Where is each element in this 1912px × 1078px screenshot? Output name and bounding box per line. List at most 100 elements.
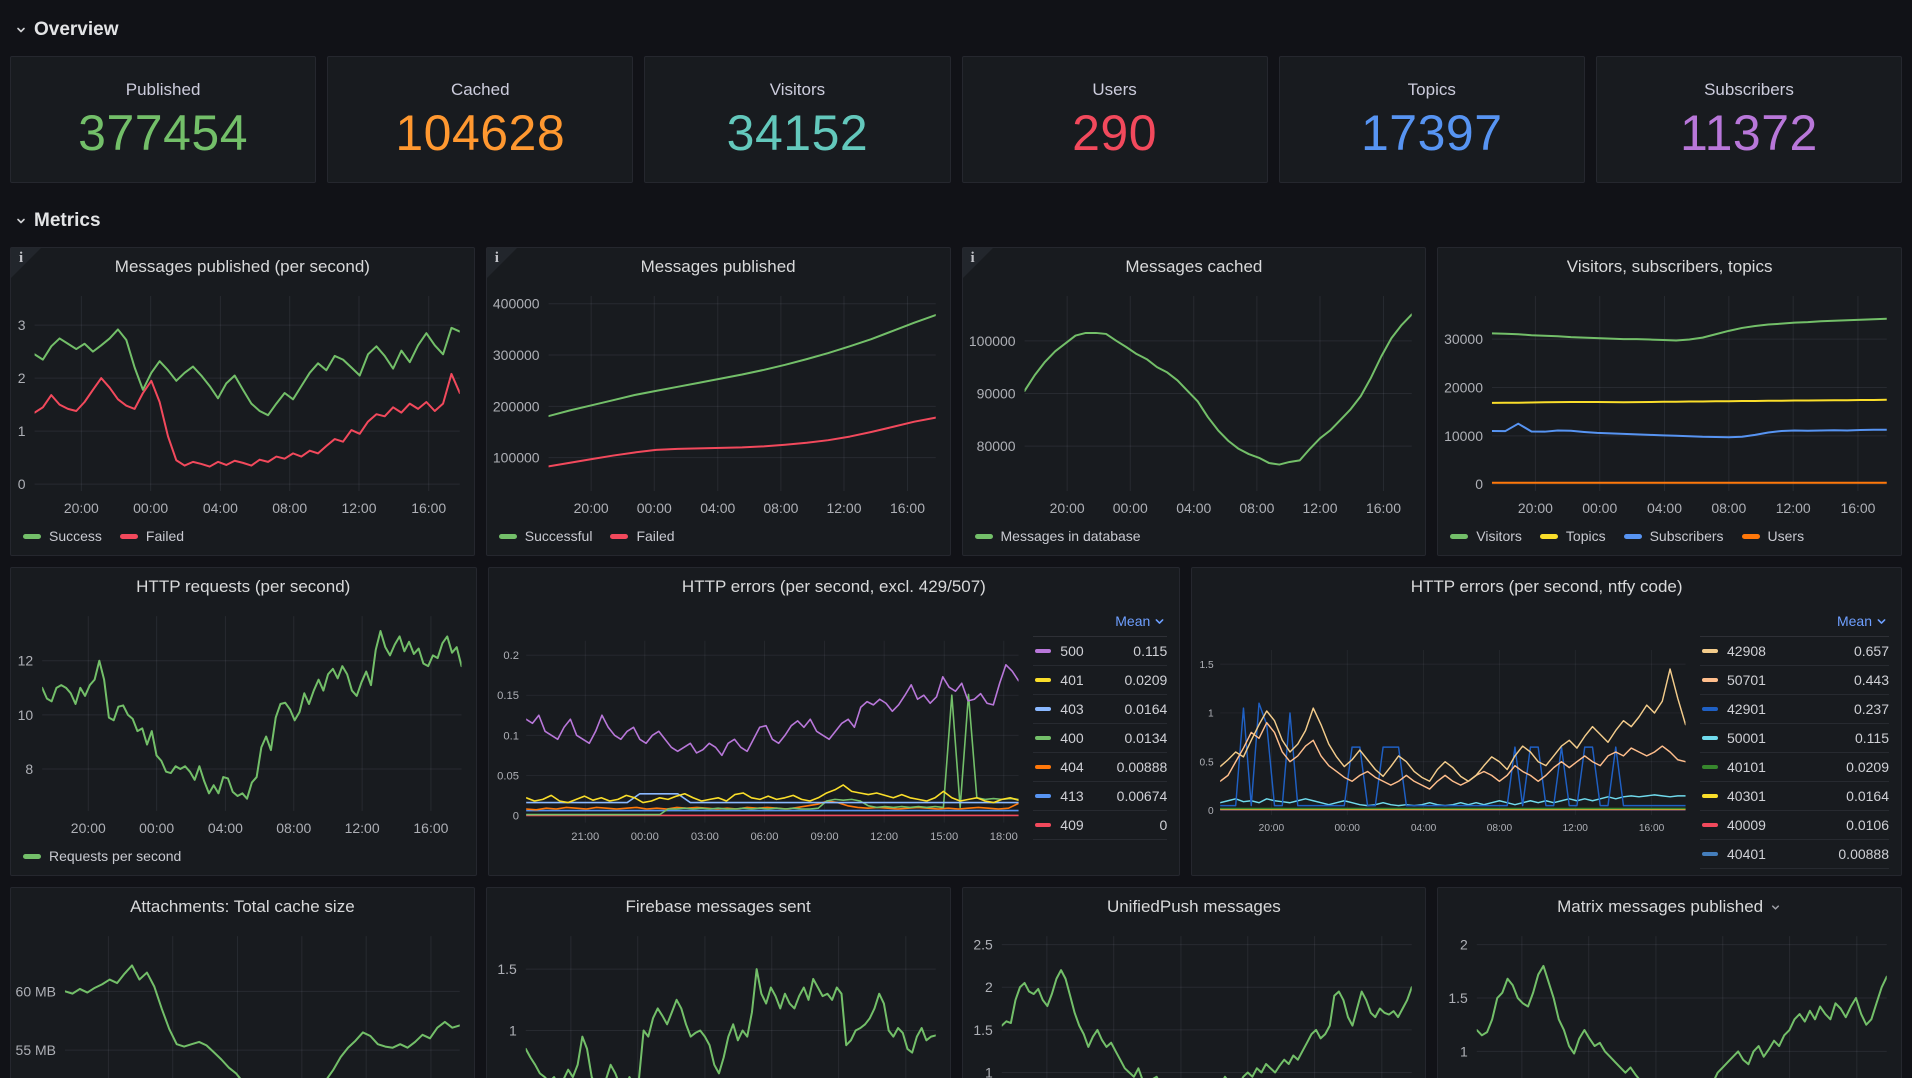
legend-swatch <box>498 533 517 539</box>
series-line-42901 <box>1220 702 1686 807</box>
section-label: Overview <box>34 19 119 40</box>
svg-text:00:00: 00:00 <box>133 500 168 516</box>
legend-row-40101[interactable]: 40101 0.0209 <box>1700 753 1889 782</box>
info-icon[interactable] <box>11 248 41 278</box>
legend-item-success[interactable]: Success <box>23 528 102 544</box>
time-series-chart[interactable]: 0.511.52 <box>1438 926 1901 1078</box>
svg-text:08:00: 08:00 <box>1239 500 1274 516</box>
legend-row-400[interactable]: 400 0.0134 <box>1033 724 1168 753</box>
svg-text:1.5: 1.5 <box>973 1022 993 1038</box>
info-icon[interactable] <box>486 248 517 278</box>
legend-row-40009[interactable]: 40009 0.0106 <box>1700 811 1889 840</box>
legend-item-failed[interactable]: Failed <box>119 528 184 544</box>
legend-swatch <box>1702 765 1718 769</box>
panel-title[interactable]: HTTP errors (per second, ntfy code) <box>1410 577 1683 596</box>
series-line-failed <box>34 372 460 468</box>
stat-value: 290 <box>1072 105 1158 161</box>
legend-row-404[interactable]: 404 0.00888 <box>1033 753 1168 782</box>
legend-item-users[interactable]: Users <box>1741 528 1805 544</box>
legend-item-failed[interactable]: Failed <box>610 528 675 544</box>
legend-table: Mean 500 0.115 401 0.0209 403 0.0164 400 0.0134 4… <box>1029 606 1179 875</box>
svg-text:400000: 400000 <box>493 296 540 312</box>
chart-legend: Visitors Topics Subscribers Users <box>1438 523 1901 555</box>
legend-header-label: Mean <box>1115 613 1151 629</box>
svg-text:0.2: 0.2 <box>503 650 519 662</box>
panel-title[interactable]: Visitors, subscribers, topics <box>1566 257 1773 276</box>
time-series-chart[interactable]: 20:00 00:00 04:00 08:00 12:00 16:00 80000 90000… <box>963 286 1426 523</box>
time-series-chart[interactable]: 1 1.5 2 2.5 <box>963 926 1426 1078</box>
series-line-requests-per-second <box>42 630 462 800</box>
chevron-down-icon[interactable] <box>1769 901 1782 914</box>
series-line-unifiedpush-messages <box>1001 969 1412 1078</box>
legend-swatch <box>119 533 138 539</box>
panel-messages-cached: i Messages cached 20:00 00:00 04:00 08:00 12… <box>961 247 1427 556</box>
time-series-chart[interactable]: 20:00 00:00 04:00 08:00 12:00 16:00 0 10000 2000… <box>1438 286 1901 523</box>
legend-sort-header-mean[interactable]: Mean <box>1700 610 1889 637</box>
legend-row-500[interactable]: 500 0.115 <box>1033 637 1168 666</box>
svg-text:60 MB: 60 MB <box>16 983 56 999</box>
svg-text:1.5: 1.5 <box>1200 660 1214 671</box>
time-series-chart[interactable]: 0.511.5 <box>487 926 950 1078</box>
chevron-down-icon <box>1155 618 1164 624</box>
panel-firebase-messages: Firebase messages sent 0.511.5 <box>485 887 951 1078</box>
legend-row-403[interactable]: 403 0.0164 <box>1033 695 1168 724</box>
legend-row-409[interactable]: 409 0 <box>1033 811 1168 840</box>
legend-item-topics[interactable]: Topics <box>1539 528 1606 544</box>
legend-series-name: 40009 <box>1727 817 1766 833</box>
legend-series-name: 40401 <box>1727 846 1766 862</box>
panel-title[interactable]: Matrix messages published <box>1557 897 1782 917</box>
legend-row-42901[interactable]: 42901 0.237 <box>1700 695 1889 724</box>
panel-title[interactable]: Firebase messages sent <box>625 897 811 916</box>
legend-swatch <box>1035 736 1052 740</box>
svg-text:08:00: 08:00 <box>1487 823 1513 834</box>
legend-row-401[interactable]: 401 0.0209 <box>1033 666 1168 695</box>
panel-title[interactable]: Messages published <box>640 257 796 276</box>
stat-panel-users: Users 290 <box>961 56 1268 183</box>
section-header-overview[interactable]: Overview <box>10 16 1902 44</box>
legend-mean-value: 0.00674 <box>1116 788 1168 804</box>
panel-title[interactable]: UnifiedPush messages <box>1106 897 1281 916</box>
time-series-chart[interactable]: 55 MB 60 MB <box>11 926 474 1078</box>
legend-series-name: 413 <box>1060 788 1084 804</box>
series-line-topics <box>1492 398 1888 404</box>
svg-text:20:00: 20:00 <box>1518 500 1553 516</box>
svg-text:00:00: 00:00 <box>139 820 174 836</box>
svg-text:16:00: 16:00 <box>1365 500 1400 516</box>
panel-title[interactable]: HTTP requests (per second) <box>136 577 351 596</box>
legend-label: Users <box>1767 528 1805 544</box>
legend-row-40401[interactable]: 40401 0.00888 <box>1700 840 1889 869</box>
legend-swatch <box>1035 678 1052 682</box>
legend-item-visitors[interactable]: Visitors <box>1450 528 1522 544</box>
legend-sort-header-mean[interactable]: Mean <box>1033 610 1168 637</box>
legend-row-50001[interactable]: 50001 0.115 <box>1700 724 1889 753</box>
time-series-chart[interactable]: 21:00 00:00 03:00 06:00 09:00 12:00 15:00 18:00… <box>489 606 1030 875</box>
panel-title[interactable]: Messages cached <box>1125 257 1263 276</box>
svg-text:100000: 100000 <box>968 333 1015 349</box>
legend-item-subscribers[interactable]: Subscribers <box>1623 528 1724 544</box>
svg-text:30000: 30000 <box>1444 331 1483 347</box>
time-series-chart[interactable]: 20:00 00:00 04:00 08:00 12:00 16:00 8 10 12 <box>11 606 476 843</box>
legend-mean-value: 0.115 <box>1133 643 1168 659</box>
legend-swatch <box>1702 794 1718 798</box>
section-header-metrics[interactable]: Metrics <box>10 207 1902 235</box>
series-line-403 <box>525 792 1019 804</box>
legend-row-50701[interactable]: 50701 0.443 <box>1700 666 1889 695</box>
svg-text:20:00: 20:00 <box>1049 500 1084 516</box>
time-series-chart[interactable]: 20:00 00:00 04:00 08:00 12:00 16:00 0 0.5 1 1.5 <box>1192 606 1696 875</box>
time-series-chart[interactable]: 20:00 00:00 04:00 08:00 12:00 16:00 100000 2000… <box>487 286 950 523</box>
info-icon[interactable] <box>962 248 993 278</box>
panel-title[interactable]: Messages published (per second) <box>114 257 370 276</box>
panel-title[interactable]: Attachments: Total cache size <box>130 897 355 916</box>
svg-text:16:00: 16:00 <box>1841 500 1876 516</box>
time-series-chart[interactable]: 20:00 00:00 04:00 08:00 12:00 16:00 0 1 2 3 <box>11 286 474 523</box>
panel-title[interactable]: HTTP errors (per second, excl. 429/507) <box>681 577 986 596</box>
legend-row-40301[interactable]: 40301 0.0164 <box>1700 782 1889 811</box>
stat-panel-cached: Cached 104628 <box>327 56 634 183</box>
legend-row-42908[interactable]: 42908 0.657 <box>1700 637 1889 666</box>
legend-item-messages-in-database[interactable]: Messages in database <box>974 528 1141 544</box>
stat-title: Cached <box>450 80 510 99</box>
legend-row-413[interactable]: 413 0.00674 <box>1033 782 1168 811</box>
legend-item-successful[interactable]: Successful <box>498 528 592 544</box>
svg-text:0: 0 <box>1208 806 1214 817</box>
legend-item-requests-per-second[interactable]: Requests per second <box>23 848 181 864</box>
